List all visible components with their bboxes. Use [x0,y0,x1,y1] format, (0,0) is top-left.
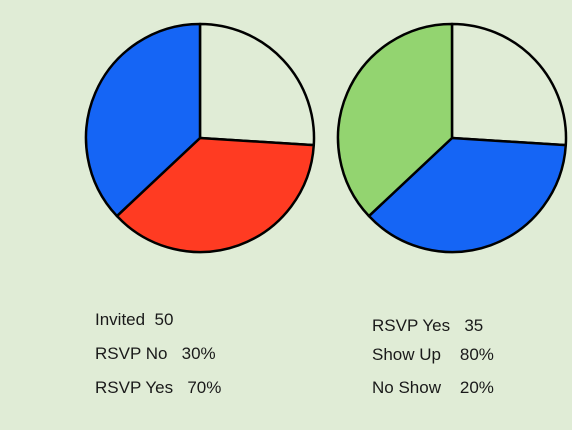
legend-line-rsvp-no: RSVP No 30% [95,344,216,364]
legend-label-no-show: No Show [372,378,441,397]
legend-line-rsvp-yes-count: RSVP Yes 35 [372,316,483,336]
legend-value-rsvp-no: 30% [181,344,216,363]
pie-chart-2 [336,22,568,254]
pie-1-slice-3 [84,22,202,218]
legend-value-rsvp-yes-count: 35 [464,316,484,335]
pie-2-slice-1 [450,22,568,147]
legend-line-no-show: No Show 20% [372,378,494,398]
pie-2-slice-3 [336,22,454,218]
legend-label-invited: Invited [95,310,146,329]
legend-label-rsvp-yes: RSVP Yes [95,378,174,397]
legend-value-invited: 50 [154,310,174,329]
pie-chart-1 [84,22,316,254]
pie-1-slice-1 [198,22,316,147]
legend-value-rsvp-yes: 70% [187,378,222,397]
legend-value-no-show: 20% [459,378,494,397]
legend-line-invited: Invited 50 [95,310,173,330]
legend-label-rsvp-no: RSVP No [95,344,168,363]
legend-value-show-up: 80% [459,345,494,364]
pie-1-slice-2 [115,136,316,254]
legend-line-rsvp-yes: RSVP Yes 70% [95,378,221,398]
legend-label-show-up: Show Up [372,345,441,364]
pie-2-slice-2 [367,136,568,254]
legend-label-rsvp-yes-count: RSVP Yes [372,316,451,335]
legend-line-show-up: Show Up 80% [372,345,494,365]
